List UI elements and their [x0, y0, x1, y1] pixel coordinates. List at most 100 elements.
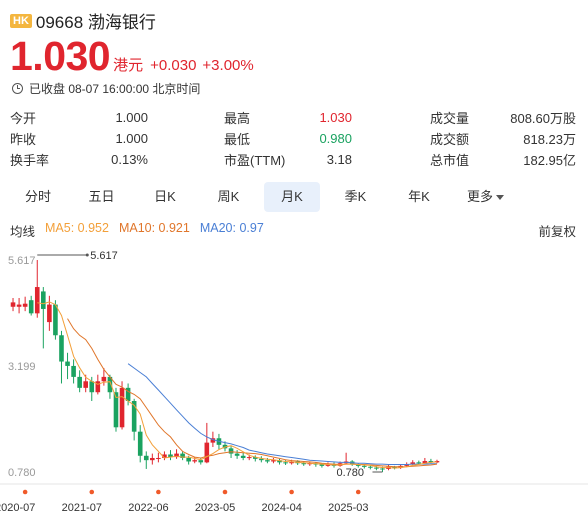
candle-body	[137, 431, 143, 456]
turnover-rate-value: 0.13%	[111, 152, 148, 167]
candle-body	[374, 467, 379, 469]
candle-body	[210, 438, 216, 443]
candle-body	[355, 464, 361, 466]
y-tick-label: 3.199	[8, 361, 36, 373]
event-marker	[289, 489, 294, 495]
tab-quarterly-k[interactable]: 季K	[344, 189, 367, 204]
x-tick-label: 2020-07	[0, 502, 35, 514]
candle-body	[28, 300, 34, 314]
low-label: 最低	[224, 132, 251, 147]
candle-body	[301, 463, 307, 465]
tab-monthly-k[interactable]: 月K	[264, 182, 320, 212]
turnover-value: 818.23万	[523, 132, 576, 147]
candle-body	[180, 453, 185, 458]
ma10-line	[67, 318, 438, 468]
candle-body	[259, 458, 264, 461]
candle-body	[10, 302, 16, 307]
stock-header: HK 09668 渤海银行	[10, 8, 156, 33]
x-tick-label: 2021-07	[62, 502, 102, 514]
tab-more-label: 更多	[466, 189, 493, 204]
candle-body	[198, 460, 204, 463]
candle-body	[53, 304, 58, 336]
x-tick-label: 2023-05	[195, 502, 235, 514]
candle-body	[240, 455, 246, 458]
candle-body	[368, 466, 373, 468]
event-marker	[222, 489, 228, 495]
market-cap-label: 总市值	[430, 153, 470, 168]
x-tick-label: 2025-03	[328, 502, 368, 514]
period-tabs: 分时 五日 日K 周K 月K 季K 年K 更多	[10, 182, 576, 212]
candle-body	[119, 387, 125, 428]
ma10-value: MA10: 0.921	[118, 221, 190, 235]
candle-body	[228, 448, 234, 454]
candle-body	[71, 365, 76, 377]
candle-body	[83, 381, 89, 388]
tab-yearly-k[interactable]: 年K	[408, 189, 430, 204]
market-status: 已收盘 08-07 16:00:00 北京时间	[12, 80, 200, 97]
stock-title: 09668 渤海银行	[35, 13, 156, 32]
stats-row: 今开 1.000 最高 1.030 成交量 808.60万股	[10, 107, 576, 128]
tab-weekly-k[interactable]: 周K	[217, 189, 240, 204]
prev-close-value: 1.000	[115, 131, 148, 146]
current-price: 1.030	[10, 33, 111, 79]
price-row: 1.030 港元 +0.030 +3.00%	[10, 34, 254, 78]
candle-body	[174, 453, 179, 458]
candle-body	[89, 381, 95, 393]
candle-body	[428, 461, 434, 463]
x-tick-label: 2022-06	[128, 502, 168, 514]
candle-body	[265, 460, 270, 462]
pe-value: 3.18	[326, 152, 352, 167]
candle-body	[410, 462, 416, 465]
tab-more[interactable]: 更多	[461, 182, 511, 212]
candle-body	[95, 381, 101, 393]
ma5-value: MA5: 0.952	[45, 221, 109, 235]
candle-body	[65, 361, 70, 366]
candle-body	[107, 376, 113, 393]
candle-body	[150, 457, 155, 461]
candle-body	[41, 291, 46, 309]
tab-daily-k[interactable]: 日K	[154, 189, 176, 204]
high-label: 最高	[224, 111, 251, 126]
adjust-mode-button[interactable]: 前复权	[538, 225, 576, 239]
open-value: 1.000	[115, 110, 148, 125]
candle-body	[416, 462, 422, 464]
turnover-label: 成交额	[430, 132, 470, 147]
ma-label: 均线	[10, 225, 36, 239]
candle-body	[307, 463, 313, 465]
tab-five-day[interactable]: 五日	[88, 189, 115, 204]
candle-body	[22, 303, 28, 307]
low-value: 0.980	[319, 131, 352, 146]
stats-grid: 今开 1.000 最高 1.030 成交量 808.60万股 昨收 1.000 …	[10, 107, 576, 170]
candle-body	[204, 442, 210, 463]
candle-body	[16, 304, 22, 307]
candle-body	[361, 465, 367, 467]
candle-body	[101, 376, 107, 382]
candle-body	[234, 453, 240, 456]
candle-body	[422, 461, 428, 464]
currency-label: 港元	[113, 57, 144, 74]
high-value: 1.030	[319, 110, 352, 125]
candle-body	[59, 335, 64, 362]
ma-legend: 均线 MA5: 0.952 MA10: 0.921 MA20: 0.97 前复权	[10, 221, 576, 240]
clock-icon	[12, 83, 23, 94]
candle-body	[34, 287, 40, 314]
event-marker	[22, 489, 28, 495]
chevron-down-icon	[496, 195, 504, 201]
event-marker	[156, 489, 161, 495]
candle-body	[392, 466, 397, 468]
candle-body	[246, 457, 252, 459]
candle-body	[319, 464, 325, 466]
market-cap-value: 182.95亿	[523, 153, 576, 168]
tab-intraday[interactable]: 分时	[24, 189, 51, 204]
market-status-text: 已收盘 08-07 16:00:00 北京时间	[29, 82, 201, 96]
kline-chart[interactable]: 5.617 3.199 0.780 5.617 0.780 2020-07 2021-07 2…	[0, 240, 588, 517]
y-tick-label: 5.617	[8, 255, 36, 267]
candle-body	[380, 468, 385, 470]
ma5-line	[37, 301, 438, 469]
y-tick-label: 0.780	[8, 467, 36, 479]
candle-body	[283, 462, 288, 464]
ma20-line	[127, 363, 437, 465]
price-change: +0.030	[150, 57, 197, 74]
candle-body	[47, 304, 52, 323]
x-tick-label: 2024-04	[262, 502, 302, 514]
